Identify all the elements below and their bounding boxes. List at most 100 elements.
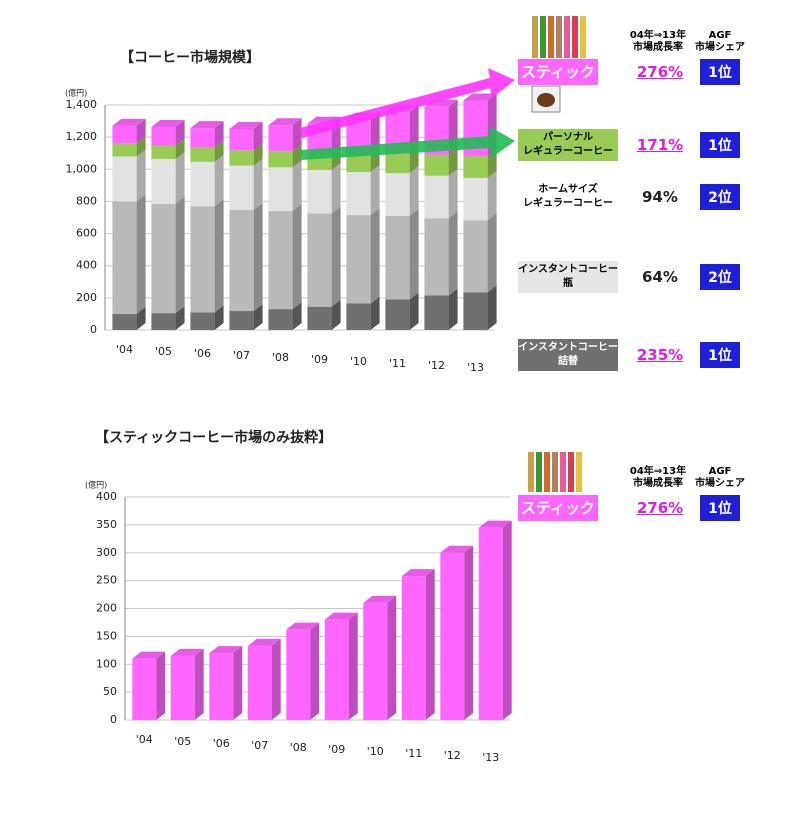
y-tick-label: 400 bbox=[96, 490, 117, 503]
bar bbox=[268, 125, 293, 152]
bar bbox=[229, 165, 254, 210]
bar bbox=[307, 213, 332, 307]
product-image bbox=[532, 16, 586, 58]
bar bbox=[424, 154, 449, 176]
chart-title: 【スティックコーヒー市場のみ抜粋】 bbox=[95, 429, 332, 446]
bar-top bbox=[112, 118, 146, 126]
x-tick-label: '11 bbox=[389, 357, 406, 370]
bar-side bbox=[214, 154, 224, 207]
bar-side bbox=[214, 140, 224, 162]
bar bbox=[346, 303, 371, 330]
bar bbox=[463, 220, 488, 293]
bar-top bbox=[247, 638, 281, 646]
bar bbox=[151, 127, 176, 146]
bar bbox=[151, 313, 176, 330]
y-axis-unit: (億円) bbox=[85, 480, 107, 490]
growth-rate: 64% bbox=[642, 268, 678, 286]
x-tick-label: '04 bbox=[136, 733, 153, 746]
y-tick-label: 300 bbox=[96, 546, 117, 559]
growth-rate: 94% bbox=[642, 188, 678, 206]
bar-side bbox=[331, 206, 341, 307]
x-tick-label: '06 bbox=[213, 737, 230, 750]
bar bbox=[151, 145, 176, 160]
bar-side bbox=[175, 152, 185, 204]
y-tick-label: 0 bbox=[90, 323, 97, 336]
bar-side bbox=[487, 148, 497, 178]
bar bbox=[424, 295, 449, 330]
bar bbox=[112, 125, 137, 144]
bar bbox=[424, 175, 449, 219]
x-tick-label: '12 bbox=[444, 749, 461, 762]
bar-side bbox=[409, 292, 419, 330]
legend-label: パーソナル レギュラーコーヒー bbox=[518, 129, 618, 161]
bar-side bbox=[387, 595, 397, 720]
bar-side bbox=[370, 165, 380, 216]
bar bbox=[346, 153, 371, 173]
y-tick-label: 200 bbox=[76, 291, 97, 304]
bar bbox=[307, 170, 332, 214]
bar bbox=[229, 209, 254, 312]
plot: 【コーヒー市場規模】 (億円) 0 200 400 600 800 1,000 1,200 1,4… bbox=[65, 49, 512, 764]
x-tick-label: '09 bbox=[328, 743, 345, 756]
share-header: AGF 市場シェア bbox=[695, 30, 745, 53]
x-tick-label: '04 bbox=[116, 343, 133, 356]
bar-side bbox=[292, 302, 302, 330]
bar-top bbox=[363, 595, 397, 603]
legend-label: スティック bbox=[518, 495, 598, 521]
x-tick-label: '05 bbox=[155, 345, 172, 358]
bar bbox=[268, 151, 293, 168]
bar bbox=[363, 602, 388, 720]
bar bbox=[190, 147, 215, 162]
bar-side bbox=[292, 144, 302, 168]
x-tick-label: '08 bbox=[272, 351, 289, 364]
bar-side bbox=[175, 306, 185, 330]
market-share: 2位 bbox=[700, 184, 740, 210]
share-header: AGF 市場シェア bbox=[695, 466, 745, 489]
bar-top bbox=[132, 651, 166, 659]
growth-rate: 235% bbox=[636, 346, 684, 364]
bar-side bbox=[175, 196, 185, 314]
product-image bbox=[531, 85, 561, 113]
bar-top bbox=[440, 545, 474, 553]
bar-side bbox=[194, 648, 204, 720]
bar bbox=[112, 201, 137, 314]
y-tick-label: 150 bbox=[96, 629, 117, 642]
bar bbox=[385, 173, 410, 216]
bar-side bbox=[331, 163, 341, 214]
legend-label: スティック bbox=[518, 59, 598, 85]
bar bbox=[190, 206, 215, 313]
y-tick-label: 0 bbox=[110, 713, 117, 726]
bar bbox=[440, 552, 465, 720]
bar bbox=[247, 645, 272, 720]
bar bbox=[307, 306, 332, 330]
bar-top bbox=[190, 121, 224, 129]
bar-side bbox=[214, 305, 224, 330]
bar bbox=[229, 150, 254, 166]
bar-side bbox=[487, 170, 497, 221]
market-share: 1位 bbox=[700, 495, 740, 521]
bar-side bbox=[253, 158, 263, 210]
bar bbox=[478, 527, 503, 720]
x-tick-label: '09 bbox=[311, 353, 328, 366]
bar-side bbox=[214, 121, 224, 148]
y-tick-label: 1,000 bbox=[66, 162, 98, 175]
market-share: 1位 bbox=[700, 59, 740, 85]
bar-side bbox=[292, 204, 302, 310]
bar-side bbox=[271, 638, 281, 720]
y-tick-label: 250 bbox=[96, 574, 117, 587]
bar bbox=[268, 211, 293, 310]
y-tick-label: 50 bbox=[103, 685, 117, 698]
bar-side bbox=[175, 120, 185, 146]
y-tick-label: 1,400 bbox=[66, 98, 98, 111]
bar-side bbox=[370, 296, 380, 330]
bar-top bbox=[478, 520, 512, 528]
market-share: 2位 bbox=[700, 264, 740, 290]
bar bbox=[346, 172, 371, 216]
growth-rate: 171% bbox=[636, 136, 684, 154]
x-tick-label: '10 bbox=[367, 745, 384, 758]
bar-top bbox=[401, 569, 435, 577]
bar-side bbox=[370, 208, 380, 304]
bar bbox=[268, 309, 293, 330]
bar-side bbox=[448, 211, 458, 296]
